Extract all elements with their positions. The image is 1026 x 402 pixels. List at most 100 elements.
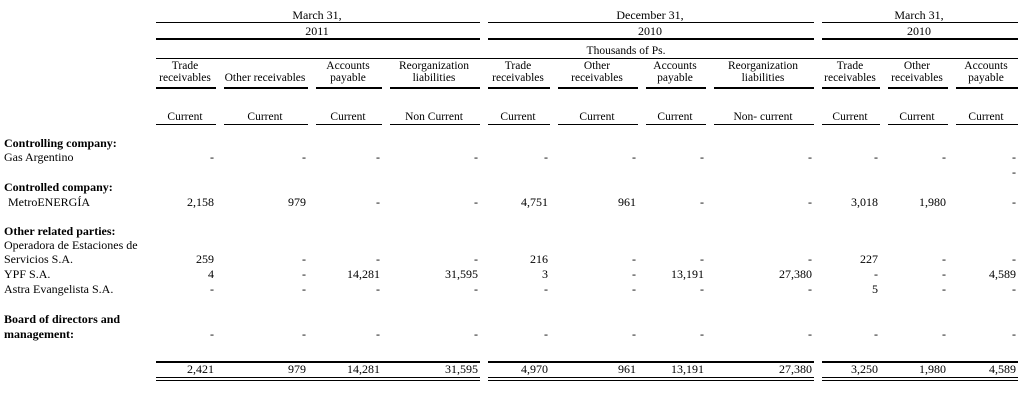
column-header: Accounts payable bbox=[646, 59, 706, 89]
row-label: Other related parties: bbox=[4, 223, 116, 238]
value-cell: 961 bbox=[618, 194, 636, 209]
value-cell: 4 bbox=[208, 266, 214, 281]
value-cell: - bbox=[302, 251, 306, 266]
period-header-3: March 31, bbox=[822, 5, 1018, 23]
tenor-header: Current bbox=[488, 107, 550, 125]
value-cell: 14,281 bbox=[347, 266, 380, 281]
tenor-header: Current bbox=[316, 107, 382, 125]
row-label: YPF S.A. bbox=[4, 266, 51, 281]
tenor-header: Current bbox=[822, 107, 880, 125]
row-label: management: bbox=[4, 326, 74, 341]
total-value: 979 bbox=[288, 362, 306, 377]
tenor-header: Non- current bbox=[714, 107, 814, 125]
value-cell: 3 bbox=[542, 266, 548, 281]
column-header: Reorganization liabilities bbox=[714, 59, 814, 89]
value-cell: - bbox=[942, 266, 946, 281]
value-cell: - bbox=[700, 281, 704, 296]
row-label: Board of directors and bbox=[4, 311, 121, 326]
value-cell: - bbox=[632, 326, 636, 341]
value-cell: - bbox=[942, 281, 946, 296]
total-value: 2,421 bbox=[187, 362, 214, 377]
table-row: MetroENERGÍA 2,158 979 - - 4,751 961 - -… bbox=[2, 194, 1018, 209]
tenor-header: Current bbox=[646, 107, 706, 125]
year-row: 2011 2010 2010 bbox=[2, 23, 1018, 40]
value-cell: 259 bbox=[196, 251, 214, 266]
value-cell: - bbox=[376, 194, 380, 209]
value-cell: - bbox=[1012, 251, 1016, 266]
tenor-header: Non Current bbox=[390, 107, 480, 125]
value-cell: - bbox=[474, 149, 478, 164]
column-header: Reorganization liabilities bbox=[390, 59, 480, 89]
spacer-row bbox=[2, 89, 1018, 107]
value-cell: 216 bbox=[530, 251, 548, 266]
value-cell: 4,589 bbox=[989, 266, 1016, 281]
totals-group-2: 4,970 961 13,191 27,380 bbox=[488, 361, 814, 381]
table-row: Gas Argentino - - - - - - - - - - - bbox=[2, 150, 1018, 164]
totals-group-1: 2,421 979 14,281 31,595 bbox=[156, 361, 480, 381]
value-cell: - bbox=[544, 326, 548, 341]
value-cell: - bbox=[700, 251, 704, 266]
value-cell: - bbox=[210, 326, 214, 341]
total-value: 1,980 bbox=[919, 362, 946, 377]
tenor-header: Current bbox=[224, 107, 308, 125]
unit-label: Thousands of Ps. bbox=[586, 45, 666, 58]
spacer-row bbox=[2, 125, 1018, 136]
table-row: - bbox=[2, 164, 1018, 179]
row-label: Astra Evangelista S.A. bbox=[4, 281, 114, 296]
column-header: Other receivables bbox=[224, 59, 308, 89]
value-cell: - bbox=[1012, 149, 1016, 164]
row-label: Gas Argentino bbox=[4, 149, 74, 164]
value-cell: - bbox=[874, 149, 878, 164]
column-header: Other receivables bbox=[558, 59, 638, 89]
year-header-3: 2010 bbox=[822, 23, 1018, 40]
total-value: 4,970 bbox=[521, 362, 548, 377]
value-cell: - bbox=[302, 149, 306, 164]
column-header: Trade receivables bbox=[156, 59, 216, 89]
value-cell: - bbox=[942, 149, 946, 164]
value-cell: 27,380 bbox=[779, 266, 812, 281]
value-cell: - bbox=[1012, 194, 1016, 209]
year-header-1: 2011 bbox=[156, 23, 480, 40]
total-value: 14,281 bbox=[347, 362, 380, 377]
row-label: Operadora de Estaciones de bbox=[4, 237, 138, 252]
value-cell: - bbox=[808, 326, 812, 341]
value-cell: - bbox=[376, 281, 380, 296]
table-row: Operadora de Estaciones de bbox=[2, 238, 1018, 252]
table-row: Astra Evangelista S.A. - - - - - - - - 5… bbox=[2, 281, 1018, 296]
row-label: MetroENERGÍA bbox=[8, 194, 90, 209]
value-cell: - bbox=[474, 326, 478, 341]
tenor-row: Current Current Current Non Current Curr… bbox=[2, 107, 1018, 125]
total-value: 13,191 bbox=[671, 362, 704, 377]
table-row: YPF S.A. 4 - 14,281 31,595 3 - 13,191 27… bbox=[2, 266, 1018, 281]
value-cell: 31,595 bbox=[445, 266, 478, 281]
value-cell: 4,751 bbox=[521, 194, 548, 209]
value-cell: - bbox=[1012, 281, 1016, 296]
column-header: Accounts payable bbox=[316, 59, 382, 89]
spacer-row bbox=[2, 341, 1018, 361]
value-cell: - bbox=[474, 194, 478, 209]
value-cell: - bbox=[808, 149, 812, 164]
column-header: Trade receivables bbox=[822, 59, 880, 89]
value-cell: - bbox=[874, 326, 878, 341]
value-cell: 5 bbox=[872, 281, 878, 296]
value-cell: - bbox=[1012, 164, 1016, 179]
table-row: Board of directors and bbox=[2, 311, 1018, 326]
value-cell: - bbox=[210, 149, 214, 164]
table-row: management: - - - - - - - - - - - bbox=[2, 326, 1018, 341]
totals-group-3: 3,250 1,980 4,589 bbox=[822, 361, 1018, 381]
period-header-1: March 31, bbox=[156, 5, 480, 23]
year-header-2: 2010 bbox=[488, 23, 814, 40]
value-cell: 979 bbox=[288, 194, 306, 209]
value-cell: - bbox=[376, 251, 380, 266]
column-header: Accounts payable bbox=[956, 59, 1018, 89]
value-cell: - bbox=[632, 281, 636, 296]
column-header-row: Trade receivables Other receivables Accou… bbox=[2, 59, 1018, 89]
tenor-header: Current bbox=[888, 107, 948, 125]
table-row: Other related parties: bbox=[2, 223, 1018, 238]
corner-cell bbox=[2, 5, 148, 23]
table-row: Controlling company: bbox=[2, 136, 1018, 150]
value-cell: - bbox=[808, 281, 812, 296]
row-label: Controlling company: bbox=[4, 135, 117, 150]
value-cell: - bbox=[942, 326, 946, 341]
